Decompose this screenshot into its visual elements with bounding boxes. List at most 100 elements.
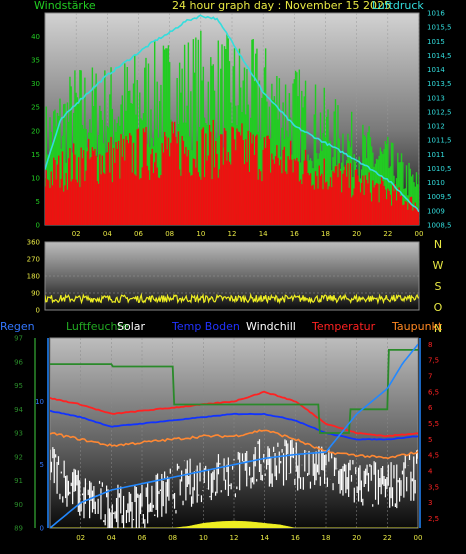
y-tick-label: 3 [428, 499, 432, 507]
x-tick-label: 06 [134, 230, 143, 238]
y-tick-label: 1013,5 [427, 80, 452, 88]
y-tick-label: 25 [31, 104, 40, 112]
y-tick-label: 180 [27, 273, 40, 281]
y-tick-label: 8 [428, 341, 432, 349]
x-ticks-1: 02 04 06 08 10 12 14 16 18 20 22 00 [72, 230, 424, 238]
x-tick-label: 08 [165, 230, 174, 238]
x-tick-label: 04 [107, 534, 116, 542]
x-tick-label: 16 [290, 230, 299, 238]
y-tick-label: 10 [31, 174, 40, 182]
y-tick-label: 6 [428, 404, 433, 412]
y-tick-label: 7 [428, 373, 432, 381]
x-tick-label: 20 [352, 230, 361, 238]
compass-label: W [433, 259, 444, 272]
y-tick-label: 1011 [427, 151, 445, 159]
x-ticks-3: 02 04 06 08 10 12 14 16 18 20 22 00 [76, 534, 422, 542]
x-tick-label: 10 [196, 230, 205, 238]
y-tick-label: 90 [31, 290, 40, 298]
compass-label: O [434, 301, 443, 314]
taupunkt-line [50, 429, 418, 460]
y-tick-label: 35 [31, 57, 40, 65]
y-tick-label: 270 [27, 256, 40, 264]
x-tick-label: 14 [259, 230, 268, 238]
solar-area [50, 520, 418, 528]
wind-direction-line [45, 292, 419, 305]
x-tick-label: 02 [72, 230, 81, 238]
y-tick-label: 90 [14, 501, 23, 509]
x-tick-label: 08 [168, 534, 177, 542]
y-tick-label: 93 [14, 430, 23, 438]
y-tick-label: 1010,5 [427, 165, 452, 173]
y-tick-label: 1009 [427, 207, 445, 215]
y-tick-label: 6,5 [428, 388, 439, 396]
legend-label: Windchill [246, 320, 296, 333]
x-tick-label: 22 [383, 534, 392, 542]
y-tick-label: 1014,5 [427, 52, 452, 60]
legend-label: Temperatur [311, 320, 376, 333]
y-ticks-temperature: 2,5 3 3,5 4 4,5 5 5,5 6 6,5 7 7,5 8 [428, 341, 439, 523]
y-ticks-right-1: 1008,5 1009 1009,5 1010 1010,5 1011 1011,5 1012… [427, 10, 452, 230]
wind-pressure-chart: 24 hour graph day : November 15 2025 Win… [31, 0, 451, 238]
x-tick-label: 10 [199, 534, 208, 542]
y-tick-label: 1012 [427, 123, 445, 131]
y-tick-label: 0 [36, 307, 40, 315]
y-ticks-left-1: 0 5 10 15 20 25 30 35 40 [31, 33, 40, 229]
y-tick-label: 30 [31, 80, 40, 88]
y-tick-label: 94 [14, 406, 23, 414]
legend-label: Taupunkt [391, 320, 443, 333]
y-tick-label: 92 [14, 453, 23, 461]
x-tick-label: 18 [322, 534, 331, 542]
series-wind [45, 119, 419, 225]
y-tick-label: 5 [428, 436, 432, 444]
y-tick-label: 1008,5 [427, 222, 452, 230]
y-tick-label: 89 [14, 525, 23, 533]
compass-label: N [434, 238, 442, 251]
legend-label: Solar [117, 320, 146, 333]
compass-label: N [434, 322, 442, 335]
y-tick-label: 97 [14, 335, 23, 343]
y-tick-label: 1015 [427, 38, 445, 46]
y-tick-label: 40 [31, 33, 40, 41]
x-tick-label: 02 [76, 534, 85, 542]
legend-label: Luftfeuchte [66, 320, 129, 333]
x-tick-label: 00 [414, 534, 423, 542]
y-tick-label: 20 [31, 127, 40, 135]
y-tick-label: 1014 [427, 66, 445, 74]
y-tick-label: 0 [36, 222, 40, 230]
title: 24 hour graph day : November 15 2025 [172, 0, 391, 12]
x-tick-label: 12 [228, 230, 237, 238]
legend-label: Regen [0, 320, 35, 333]
x-tick-label: 12 [230, 534, 239, 542]
x-tick-label: 00 [415, 230, 424, 238]
y-tick-label: 1015,5 [427, 24, 452, 32]
y-tick-label: 360 [27, 239, 40, 247]
y-tick-label: 4 [428, 468, 433, 476]
y-tick-label: 15 [31, 151, 40, 159]
y-tick-label: 96 [14, 358, 23, 366]
y-tick-label: 91 [14, 477, 23, 485]
compass-label: S [435, 280, 442, 293]
legend-label: Temp Boden [171, 320, 240, 333]
x-tick-label: 06 [138, 534, 147, 542]
y-tick-label: 5 [36, 198, 40, 206]
y-tick-label: 5 [40, 461, 44, 469]
x-tick-label: 18 [321, 230, 330, 238]
y-label-right: Luftdruck [372, 0, 424, 12]
temperatur-line [50, 390, 418, 438]
y-tick-label: 0 [40, 525, 44, 533]
y-tick-label: 2,5 [428, 515, 439, 523]
y-ticks-humidity: 89 90 91 92 93 94 95 96 97 [14, 335, 23, 533]
series-group-1 [45, 14, 419, 225]
y-tick-label: 95 [14, 382, 23, 390]
y-tick-label: 1013 [427, 94, 445, 102]
y-tick-label: 7,5 [428, 357, 439, 365]
series-group-3 [50, 343, 418, 528]
x-tick-label: 14 [260, 534, 269, 542]
x-tick-label: 22 [383, 230, 392, 238]
y-tick-label: 1010 [427, 179, 445, 187]
